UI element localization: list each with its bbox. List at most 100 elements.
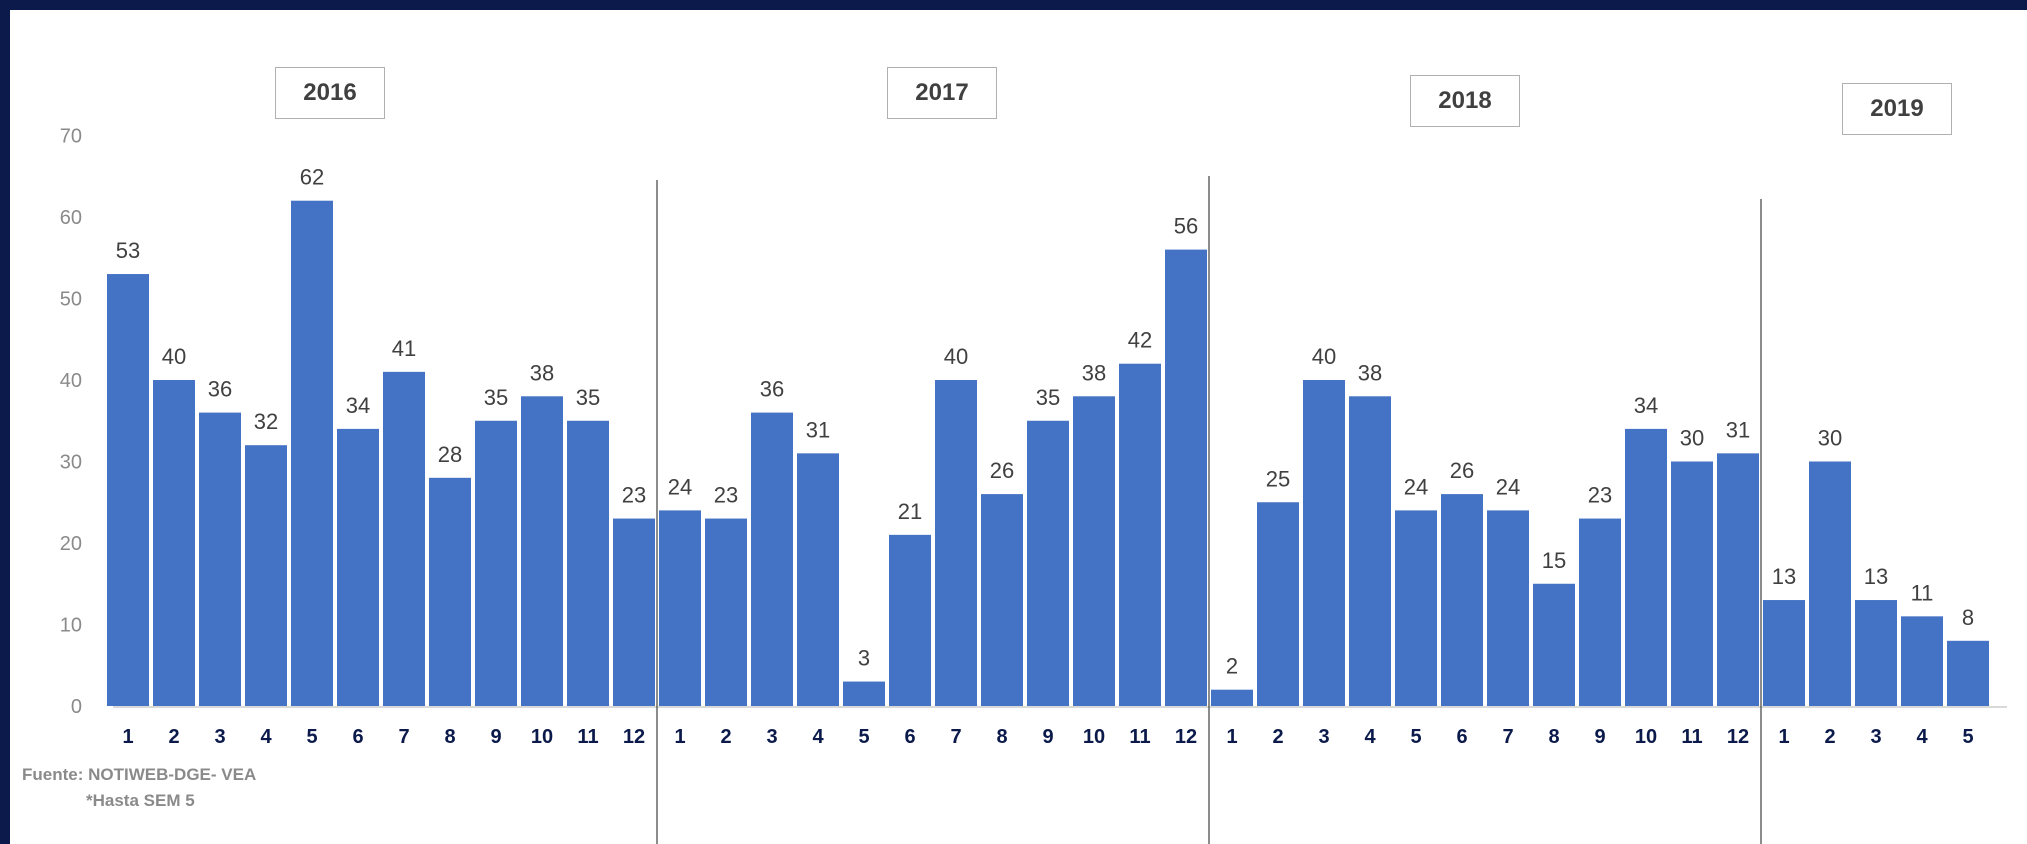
x-tick-label: 11 [1681, 726, 1702, 748]
data-label: 2 [1226, 654, 1238, 679]
x-tick-label: 2 [168, 726, 179, 748]
bar [153, 380, 195, 706]
data-label: 26 [990, 458, 1014, 483]
data-label: 41 [392, 336, 416, 361]
bar [659, 510, 701, 706]
data-label: 38 [1358, 360, 1382, 385]
x-tick-label: 6 [352, 726, 363, 748]
bar [1487, 510, 1529, 706]
x-tick-label: 9 [1042, 726, 1053, 748]
x-tick-label: 5 [1962, 726, 1973, 748]
x-tick-label: 7 [1502, 726, 1513, 748]
x-tick-label: 9 [1594, 726, 1605, 748]
bar [1441, 494, 1483, 706]
data-label: 38 [530, 360, 554, 385]
data-label: 38 [1082, 360, 1106, 385]
x-tick-label: 4 [1916, 726, 1928, 748]
x-tick-label: 1 [1778, 726, 1789, 748]
data-label: 56 [1174, 214, 1198, 239]
bar [383, 371, 425, 706]
bar [1533, 583, 1575, 706]
y-tick-label: 10 [60, 615, 82, 637]
bar [1855, 600, 1897, 706]
y-tick-label: 40 [60, 370, 82, 392]
year-label-2019: 2019 [1842, 83, 1952, 135]
data-label: 8 [1962, 605, 1974, 630]
year-label-2016: 2016 [275, 67, 385, 119]
y-tick-label: 30 [60, 452, 82, 474]
bar-chart: 0102030405060705314023633246253464172883… [60, 126, 2007, 844]
bar [705, 518, 747, 706]
bar [1625, 428, 1667, 706]
x-tick-label: 6 [904, 726, 915, 748]
x-tick-label: 12 [1727, 726, 1749, 748]
data-label: 53 [116, 238, 140, 263]
data-label: 35 [1036, 385, 1060, 410]
bar [245, 445, 287, 706]
bar [475, 420, 517, 706]
x-tick-label: 5 [306, 726, 317, 748]
data-label: 30 [1818, 426, 1842, 451]
data-label: 3 [858, 646, 870, 671]
data-label: 36 [208, 377, 232, 402]
data-label: 23 [622, 483, 646, 508]
data-label: 31 [1726, 417, 1750, 442]
data-label: 23 [714, 483, 738, 508]
x-tick-label: 8 [996, 726, 1007, 748]
y-tick-label: 70 [60, 126, 82, 148]
data-label: 34 [1634, 393, 1658, 418]
x-tick-label: 7 [950, 726, 961, 748]
bar [613, 518, 655, 706]
data-label: 40 [162, 344, 186, 369]
data-label: 21 [898, 499, 922, 524]
y-tick-label: 0 [71, 696, 82, 718]
data-label: 40 [1312, 344, 1336, 369]
data-label: 15 [1542, 548, 1566, 573]
bar [797, 453, 839, 706]
bar [107, 274, 149, 706]
x-tick-label: 7 [398, 726, 409, 748]
x-tick-label: 8 [444, 726, 455, 748]
data-label: 13 [1864, 564, 1888, 589]
x-tick-label: 2 [1824, 726, 1835, 748]
data-label: 36 [760, 377, 784, 402]
x-tick-label: 10 [531, 726, 553, 748]
data-label: 35 [576, 385, 600, 410]
data-label: 11 [1911, 580, 1934, 605]
footnote: *Hasta SEM 5 [86, 791, 195, 810]
bar [1901, 616, 1943, 706]
bar [1763, 600, 1805, 706]
y-tick-label: 50 [60, 289, 82, 311]
data-label: 25 [1266, 466, 1290, 491]
bar [1671, 461, 1713, 706]
bar [1579, 518, 1621, 706]
bar [1809, 461, 1851, 706]
x-tick-label: 10 [1635, 726, 1657, 748]
data-label: 28 [438, 442, 462, 467]
data-label: 24 [1496, 474, 1520, 499]
bar [1257, 502, 1299, 706]
x-tick-label: 3 [214, 726, 225, 748]
year-label-2017: 2017 [887, 67, 997, 119]
x-tick-label: 10 [1083, 726, 1105, 748]
bar [1349, 396, 1391, 706]
bar [751, 412, 793, 706]
data-label: 31 [806, 417, 830, 442]
bar [1717, 453, 1759, 706]
x-tick-label: 6 [1456, 726, 1467, 748]
x-tick-label: 2 [720, 726, 731, 748]
x-tick-label: 12 [1175, 726, 1197, 748]
x-tick-label: 4 [1364, 726, 1376, 748]
bar [1947, 640, 1989, 706]
x-tick-label: 9 [490, 726, 501, 748]
bar [567, 420, 609, 706]
x-tick-label: 12 [623, 726, 645, 748]
data-label: 24 [1404, 474, 1428, 499]
chart-frame: 0 10 20 30 40 50 60 70 53 1 40 2 36 3 32 4 62 5 34 6 41 7 28 8 3… [10, 10, 2027, 844]
bar [1027, 420, 1069, 706]
year-label-2018: 2018 [1410, 75, 1520, 127]
bar [291, 200, 333, 706]
data-label: 13 [1772, 564, 1796, 589]
bar [1165, 249, 1207, 706]
x-tick-label: 2 [1272, 726, 1283, 748]
